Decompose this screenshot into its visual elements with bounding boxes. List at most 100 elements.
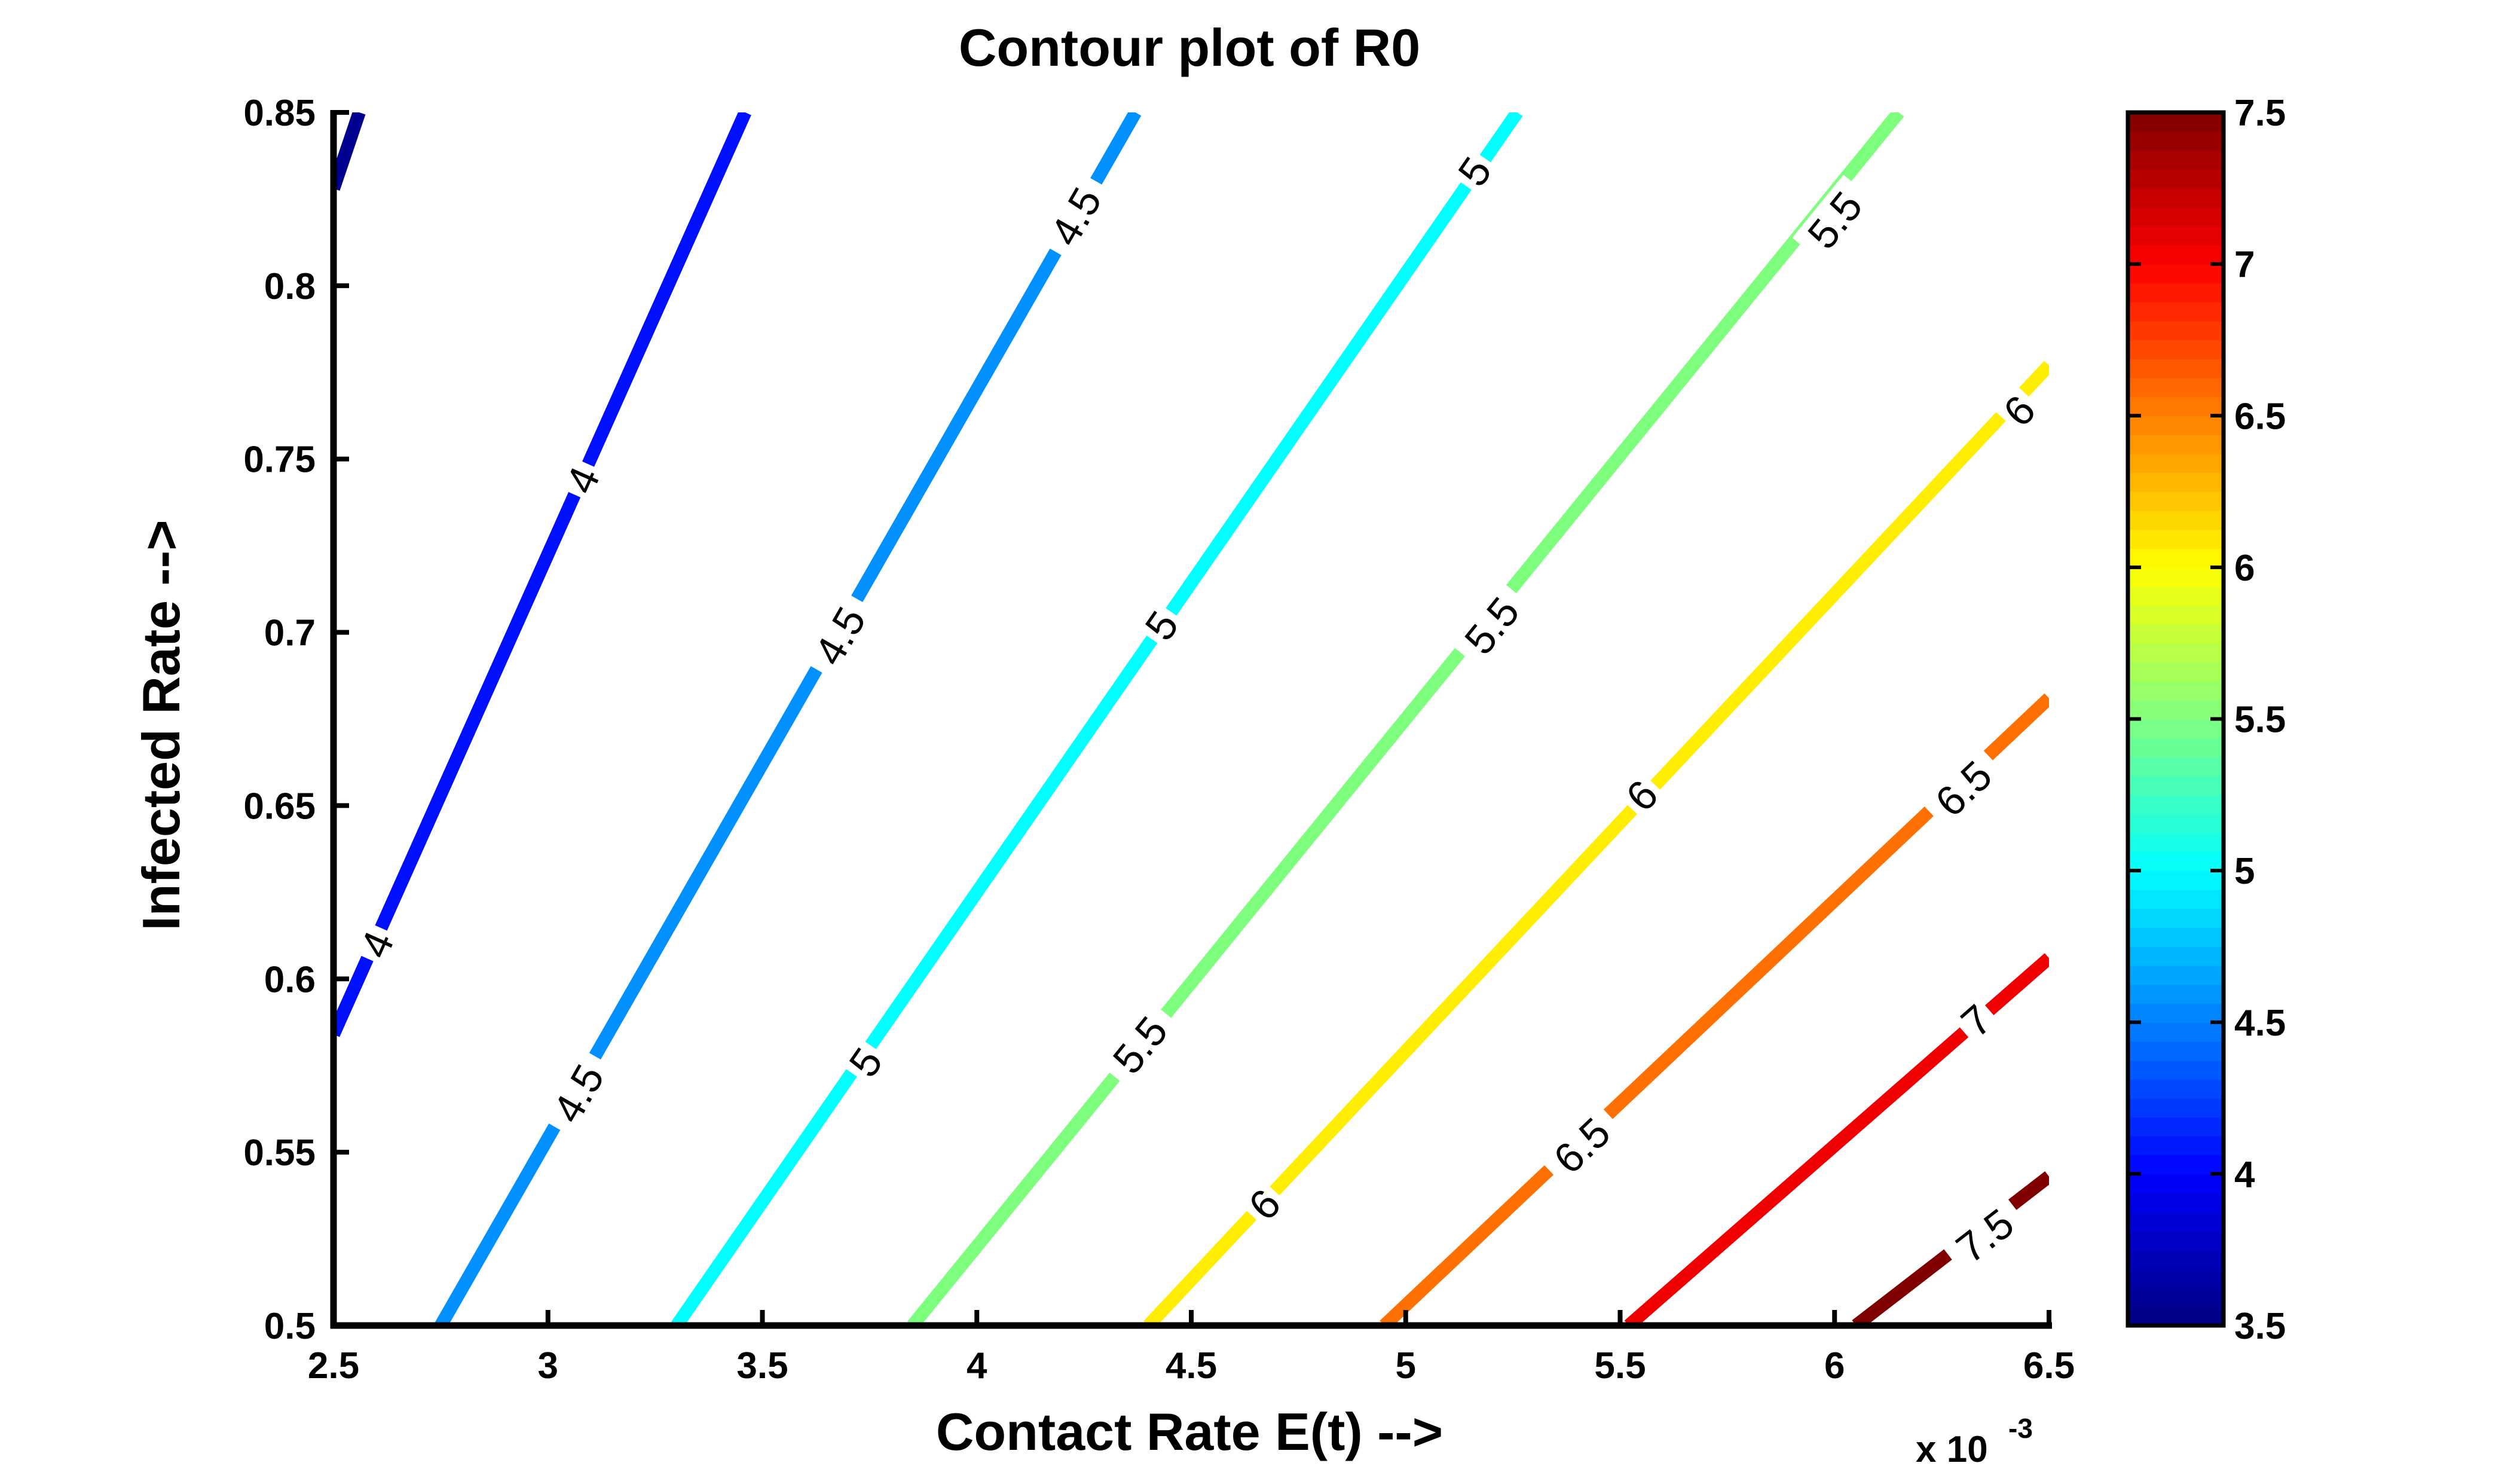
contour-label-bg [1919,744,2008,832]
y-tick-label: 0.85 [243,93,316,134]
colorbar-tick-label: 7 [2234,245,2255,286]
colorbar-segment [2128,548,2224,568]
colorbar-segment [2128,1268,2224,1288]
y-tick-label: 0.75 [243,439,316,481]
colorbar-segment [2128,1117,2224,1137]
colorbar-segment [2128,359,2224,378]
x-tick-label: 2.5 [308,1345,359,1386]
contour-line-6 [1143,361,2049,1326]
contour-label-bg [1792,175,1877,265]
colorbar-segment [2128,1211,2224,1232]
contour-line-5-5 [907,112,1904,1326]
x-tick-label: 5 [1396,1345,1416,1386]
contour-label-group: 4 [350,920,403,969]
colorbar-segment [2128,207,2224,227]
contour-label-bg [1237,1177,1292,1232]
contour-line-5 [671,112,1523,1326]
colorbar-tick-label: 4.5 [2234,1003,2286,1044]
x-tick-label: 6.5 [2023,1345,2075,1386]
colorbar-segment [2128,1174,2224,1193]
colorbar-segment [2128,396,2224,417]
colorbar-segment [2128,662,2224,682]
colorbar-segment [2128,1193,2224,1213]
x-tick-label: 4 [967,1345,987,1386]
colorbar-segment [2128,927,2224,947]
colorbar-tick-label: 5.5 [2234,700,2286,741]
y-axis-label: Infected Rate --> [131,520,191,930]
colorbar-segment [2128,946,2224,966]
y-tick-label: 0.65 [243,786,316,827]
contour-line-4 [334,112,751,1037]
x-multiplier-base: x 10 [1916,1429,1988,1469]
contour-label-bg [1992,383,2047,438]
x-axis-multiplier: x 10 -3 [1916,1413,2033,1469]
x-axis-label: Contact Rate E(t) --> [936,1402,1443,1461]
colorbar-segment [2128,1079,2224,1099]
colorbar-segment [2128,1287,2224,1308]
x-tick-label: 5.5 [1594,1345,1646,1386]
colorbar-segment [2128,605,2224,625]
colorbar-segment [2128,700,2224,720]
contour-label-bg [1097,999,1182,1090]
colorbar-segment [2128,453,2224,474]
y-tick-label: 0.7 [264,613,316,654]
colorbar-segment [2128,226,2224,246]
colorbar-segment [2128,302,2224,322]
colorbar-segment [2128,908,2224,929]
colorbar-segment [2128,756,2224,777]
colorbar-segment [2128,320,2224,341]
colorbar-segment [2128,529,2224,549]
colorbar-segment [2128,1041,2224,1061]
colorbar-segment [2128,871,2224,890]
colorbar-segment [2128,245,2224,265]
colorbar-segment [2128,434,2224,454]
colorbar-segment [2128,719,2224,739]
colorbar-segment [2128,1022,2224,1042]
colorbar-segment [2128,131,2224,151]
colorbar-segment [2128,738,2224,758]
contour-label-bg [1449,580,1534,671]
y-tick-label: 0.55 [243,1132,316,1174]
colorbar-segment [2128,1306,2224,1326]
colorbar-segment [2128,643,2224,663]
contour-label-bg [555,456,609,504]
colorbar-tick-label: 5 [2234,851,2255,892]
colorbar-segment [2128,567,2224,587]
colorbar-segment [2128,1060,2224,1080]
colorbar: 3.5 4 4.5 5 5.5 6 6.5 7 7.5 [2126,93,2286,1347]
contour-label-bg [1447,145,1502,198]
x-tick-label: 4.5 [1166,1345,1217,1386]
colorbar-tick-label: 3.5 [2234,1306,2286,1347]
colorbar-segment [2128,169,2224,189]
x-tick-label: 3 [538,1345,558,1386]
colorbar-segment [2128,112,2224,132]
contour-label-bg [1134,599,1189,652]
colorbar-segment [2128,150,2224,170]
contour-label-bg [350,920,403,969]
colorbar-segment [2128,416,2224,435]
colorbar-segment [2128,965,2224,985]
y-tick-label: 0.6 [264,959,316,1000]
contour-label-group: 6 [1992,383,2047,438]
colorbar-segment [2128,1003,2224,1023]
colorbar-segment [2128,1098,2224,1118]
chart-title: Contour plot of R0 [959,18,1420,77]
colorbar-segment [2128,188,2224,208]
contour-label-bg [800,590,879,682]
colorbar-segment [2128,1230,2224,1250]
colorbar-segment [2128,889,2224,909]
colorbar-segment [2128,681,2224,701]
colorbar-segment [2128,377,2224,398]
x-tick-label: 3.5 [736,1345,788,1386]
x-tick-label: 6 [1824,1345,1845,1386]
colorbar-segment [2128,1250,2224,1269]
colorbar-tick-label: 6.5 [2234,396,2286,437]
contour-label-bg [1614,768,1669,823]
colorbar-segment [2128,1155,2224,1175]
contour-label-group: 4.5 [1036,170,1115,262]
contour-label-bg [1537,1101,1626,1189]
contour-label-group: 4 [555,456,609,504]
contour-label-bg [1939,1193,2030,1278]
